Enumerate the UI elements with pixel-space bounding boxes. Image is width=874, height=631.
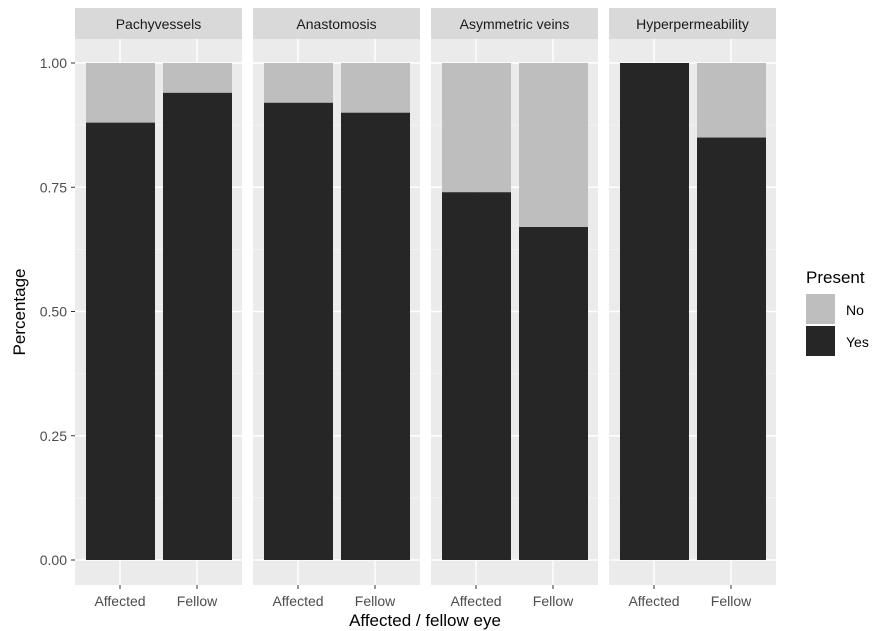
bar-segment-no xyxy=(264,63,333,103)
facet-strip xyxy=(75,8,242,39)
legend-label: Yes xyxy=(846,334,869,350)
x-tick-label: Affected xyxy=(628,593,679,609)
bar-segment-no xyxy=(519,63,588,228)
y-tick-label: 0.25 xyxy=(40,428,67,444)
x-tick-label: Affected xyxy=(450,593,501,609)
y-tick-label: 0.00 xyxy=(40,552,67,568)
facet-strip xyxy=(431,8,598,39)
bar-segment-no xyxy=(697,63,766,138)
facet-strip-label: Anastomosis xyxy=(296,16,376,32)
legend-key-no xyxy=(806,294,835,324)
bar-segment-yes xyxy=(264,102,333,560)
y-tick-label: 0.75 xyxy=(40,179,67,195)
facet-strip xyxy=(253,8,420,39)
x-axis-label: Affected / fellow eye xyxy=(349,611,501,630)
legend: Present No Yes xyxy=(806,268,869,356)
legend-title: Present xyxy=(806,268,865,287)
bar-segment-yes xyxy=(620,63,689,560)
facet-strip xyxy=(609,8,776,39)
y-axis: 0.00 0.25 0.50 0.75 1.00 xyxy=(40,55,75,568)
bar-segment-no xyxy=(163,63,232,93)
bar-segment-no xyxy=(442,63,511,193)
x-tick-label: Fellow xyxy=(355,593,396,609)
x-tick-label: Fellow xyxy=(711,593,752,609)
x-tick-label: Fellow xyxy=(177,593,218,609)
bar-segment-yes xyxy=(86,122,155,560)
legend-label: No xyxy=(846,302,864,318)
x-tick-label: Fellow xyxy=(533,593,574,609)
bar-segment-yes xyxy=(442,192,511,560)
facet-strip-label: Hyperpermeability xyxy=(636,16,749,32)
facet-panels: Pachyvessels Affected Fellow Anastomosis Aff… xyxy=(75,8,776,609)
bar-segment-no xyxy=(86,63,155,123)
y-tick-label: 1.00 xyxy=(40,55,67,71)
facet-panel: Asymmetric veins Affected Fellow xyxy=(431,8,598,609)
x-tick-label: Affected xyxy=(94,593,145,609)
facet-panel: Anastomosis Affected Fellow xyxy=(253,8,420,609)
facet-strip-label: Asymmetric veins xyxy=(460,16,570,32)
x-tick-label: Affected xyxy=(272,593,323,609)
bar-segment-no xyxy=(341,63,410,113)
y-axis-label: Percentage xyxy=(10,269,29,356)
facet-strip-label: Pachyvessels xyxy=(116,16,202,32)
bar-segment-yes xyxy=(341,112,410,560)
facet-panel: Pachyvessels Affected Fellow xyxy=(75,8,242,609)
bar-segment-yes xyxy=(519,227,588,560)
y-tick-label: 0.50 xyxy=(40,304,67,320)
legend-key-yes xyxy=(806,326,835,356)
facet-panel: Hyperpermeability Affected Fellow xyxy=(609,8,776,609)
bar-segment-yes xyxy=(163,92,232,560)
bar-segment-yes xyxy=(697,137,766,561)
